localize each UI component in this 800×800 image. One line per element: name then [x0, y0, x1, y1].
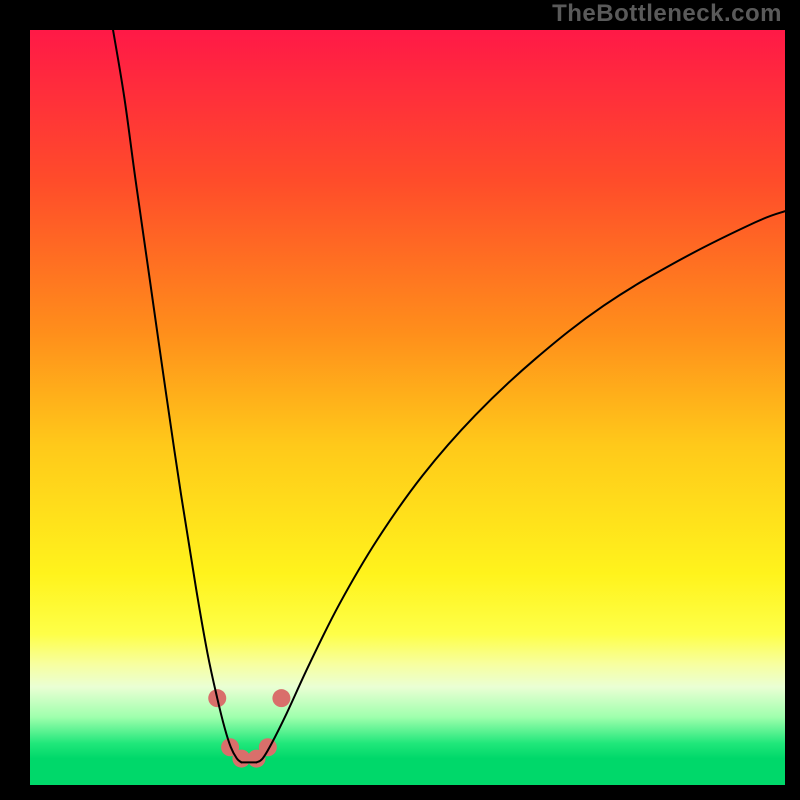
- plot-area: [30, 30, 785, 785]
- gradient-background: [30, 30, 785, 785]
- marker-point: [259, 738, 277, 756]
- chart-svg: [30, 30, 785, 785]
- marker-point: [272, 689, 290, 707]
- watermark-label: TheBottleneck.com: [552, 0, 782, 28]
- chart-container: TheBottleneck.com: [0, 0, 800, 800]
